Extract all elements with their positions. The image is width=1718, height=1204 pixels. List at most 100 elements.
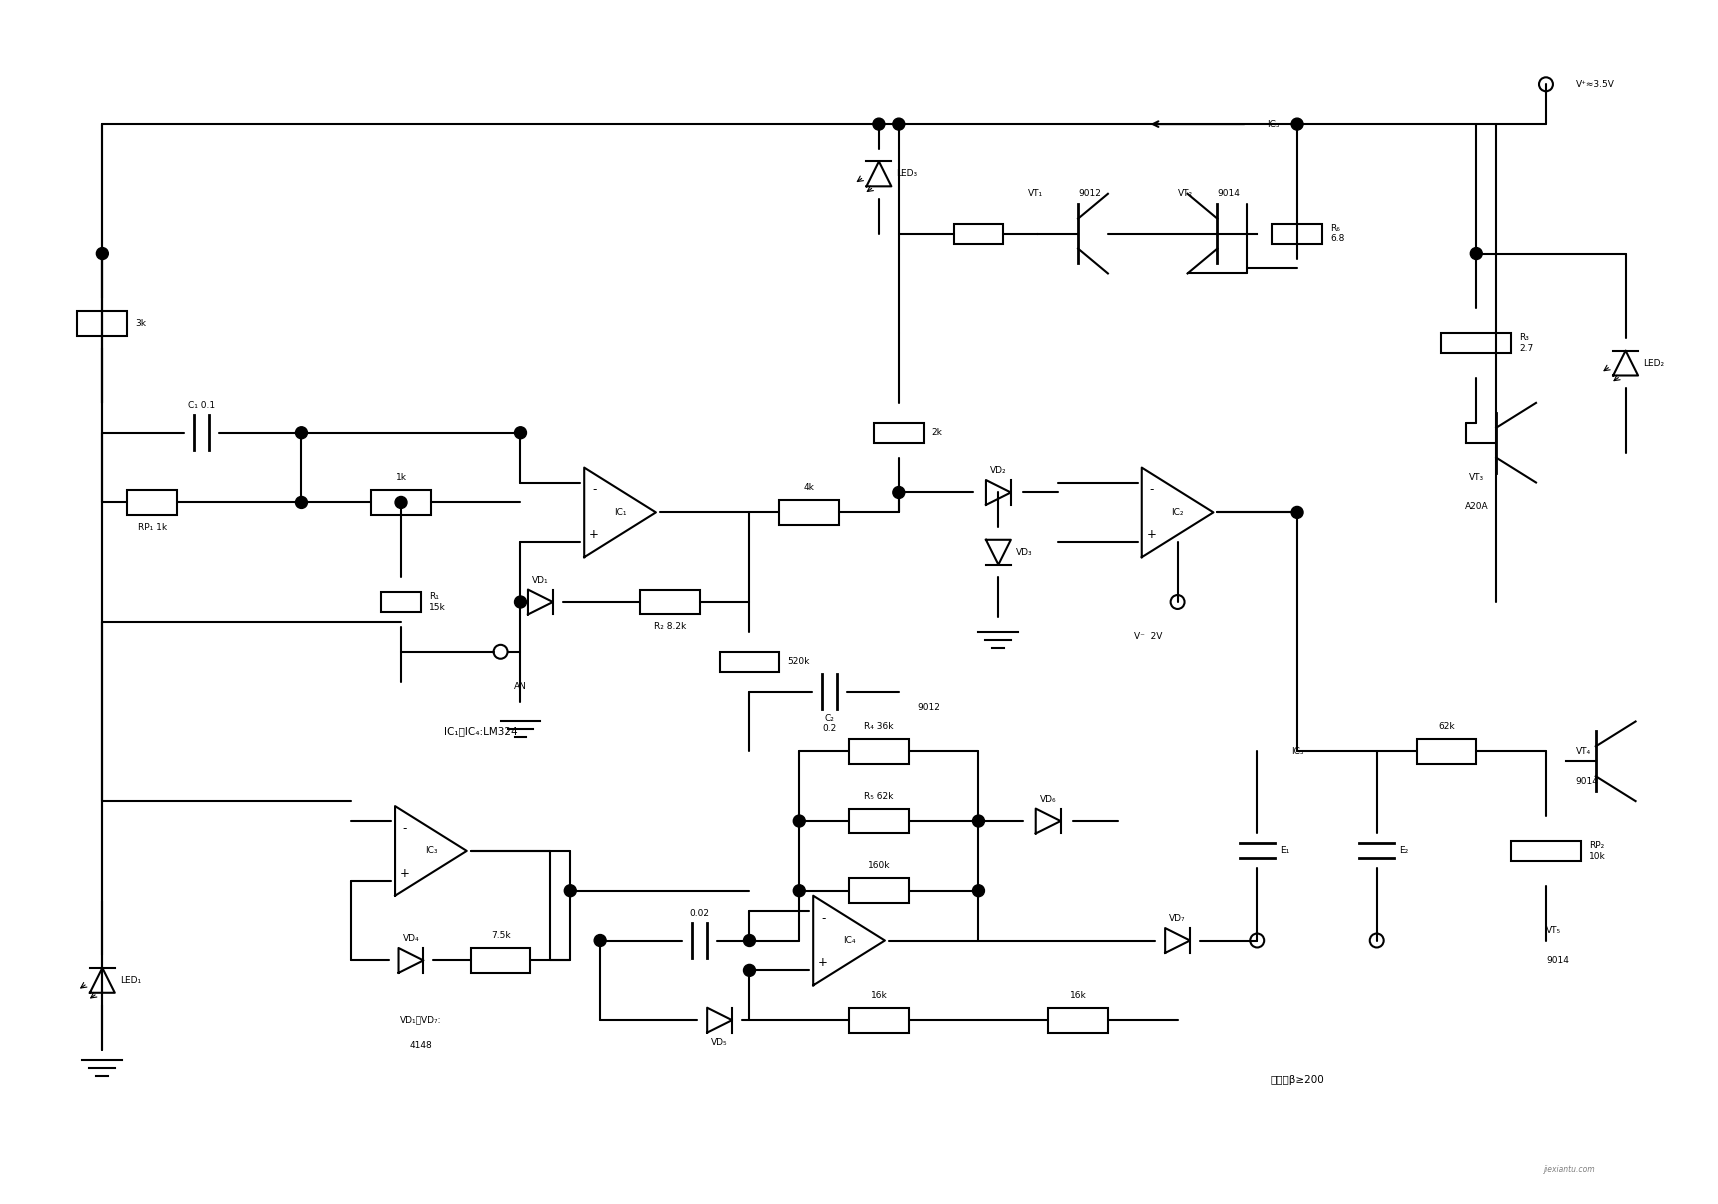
Text: V⁻  2V: V⁻ 2V — [1134, 632, 1161, 641]
Circle shape — [744, 964, 756, 976]
Bar — [720, 651, 780, 672]
Circle shape — [873, 118, 885, 130]
Circle shape — [744, 934, 756, 946]
Circle shape — [594, 934, 606, 946]
Bar — [1441, 334, 1512, 353]
Text: VD₃: VD₃ — [1015, 548, 1033, 556]
Bar — [371, 490, 431, 515]
Text: +: + — [589, 529, 600, 542]
Text: R₂ 8.2k: R₂ 8.2k — [655, 622, 685, 631]
Circle shape — [395, 496, 407, 508]
Circle shape — [1471, 248, 1483, 260]
Bar — [1048, 1008, 1108, 1033]
Text: V⁺≈3.5V: V⁺≈3.5V — [1575, 79, 1615, 89]
Text: VD₁: VD₁ — [533, 576, 548, 585]
Text: R₁
15k: R₁ 15k — [430, 592, 445, 612]
Text: VT₁: VT₁ — [1029, 189, 1043, 199]
Text: 7.5k: 7.5k — [491, 931, 510, 940]
Circle shape — [972, 815, 984, 827]
Text: IC₃: IC₃ — [1268, 119, 1280, 129]
Circle shape — [893, 118, 905, 130]
Text: 1k: 1k — [395, 473, 407, 482]
Text: +: + — [1148, 529, 1156, 542]
Text: VT₂: VT₂ — [1177, 189, 1192, 199]
Text: RP₁ 1k: RP₁ 1k — [137, 523, 167, 532]
Circle shape — [514, 426, 526, 438]
Bar — [641, 590, 699, 614]
Text: 4148: 4148 — [409, 1040, 433, 1050]
Text: RP₂
10k: RP₂ 10k — [1589, 842, 1606, 861]
Text: 16k: 16k — [871, 991, 886, 999]
Text: VT₅: VT₅ — [1546, 926, 1562, 936]
Text: -: - — [593, 484, 596, 496]
Bar — [1271, 224, 1321, 243]
Text: AN: AN — [514, 681, 527, 691]
Text: VD₁～VD₇:: VD₁～VD₇: — [400, 1016, 442, 1025]
Text: 520k: 520k — [787, 657, 809, 666]
Text: 9012: 9012 — [917, 702, 940, 712]
Text: 9014: 9014 — [1218, 189, 1240, 199]
Text: R₆
6.8: R₆ 6.8 — [1330, 224, 1343, 243]
Bar — [874, 423, 924, 443]
Text: VD₄: VD₄ — [402, 934, 419, 943]
Bar — [780, 500, 838, 525]
Text: -: - — [821, 911, 825, 925]
Text: 4k: 4k — [804, 483, 814, 492]
Text: IC₃: IC₃ — [1290, 746, 1304, 756]
Text: 三极管β≥200: 三极管β≥200 — [1270, 1075, 1325, 1085]
Text: +: + — [818, 956, 828, 969]
Bar — [77, 311, 127, 336]
Circle shape — [972, 885, 984, 897]
Text: 9014: 9014 — [1546, 956, 1569, 964]
Text: 62k: 62k — [1438, 722, 1455, 731]
Text: IC₃: IC₃ — [424, 846, 436, 855]
Bar — [1512, 840, 1581, 861]
Bar — [849, 1008, 909, 1033]
Text: LED₃: LED₃ — [897, 170, 917, 178]
Circle shape — [1292, 118, 1302, 130]
Circle shape — [295, 426, 308, 438]
Text: 9012: 9012 — [1077, 189, 1101, 199]
Text: R₃
2.7: R₃ 2.7 — [1519, 334, 1534, 353]
Text: VD₆: VD₆ — [1039, 795, 1057, 803]
Text: E₁: E₁ — [1280, 846, 1288, 855]
Circle shape — [96, 248, 108, 260]
Bar — [849, 809, 909, 833]
Text: A20A: A20A — [1464, 502, 1488, 512]
Bar — [1417, 739, 1476, 763]
Text: 16k: 16k — [1070, 991, 1086, 999]
Bar — [127, 490, 177, 515]
Text: -: - — [1149, 484, 1154, 496]
Circle shape — [514, 596, 526, 608]
Bar — [471, 948, 531, 973]
Text: R₅ 62k: R₅ 62k — [864, 791, 893, 801]
Text: LED₁: LED₁ — [120, 975, 141, 985]
Text: -: - — [402, 822, 407, 836]
Text: VD₇: VD₇ — [1170, 914, 1185, 923]
Circle shape — [564, 885, 576, 897]
Circle shape — [295, 496, 308, 508]
Circle shape — [1292, 507, 1302, 519]
Text: 160k: 160k — [868, 861, 890, 870]
Circle shape — [794, 815, 806, 827]
Circle shape — [794, 885, 806, 897]
Text: IC₄: IC₄ — [844, 936, 856, 945]
Text: R₄ 36k: R₄ 36k — [864, 722, 893, 731]
Text: 9014: 9014 — [1575, 777, 1599, 786]
Circle shape — [893, 486, 905, 498]
Text: VT₄: VT₄ — [1575, 746, 1591, 756]
Text: 0.02: 0.02 — [689, 909, 710, 919]
Text: VD₅: VD₅ — [711, 1038, 728, 1046]
Text: 3k: 3k — [136, 319, 146, 327]
Text: IC₂: IC₂ — [1172, 508, 1184, 517]
Bar — [849, 878, 909, 903]
Text: C₂
0.2: C₂ 0.2 — [821, 714, 837, 733]
Bar — [381, 592, 421, 612]
Text: +: + — [400, 867, 411, 880]
Bar — [953, 224, 1003, 243]
Text: LED₂: LED₂ — [1642, 359, 1665, 367]
Text: jiexiantu.com: jiexiantu.com — [1544, 1165, 1596, 1174]
Text: VD₂: VD₂ — [990, 466, 1007, 476]
Text: IC₁: IC₁ — [613, 508, 627, 517]
Text: IC₁～IC₄:LM324: IC₁～IC₄:LM324 — [443, 726, 517, 737]
